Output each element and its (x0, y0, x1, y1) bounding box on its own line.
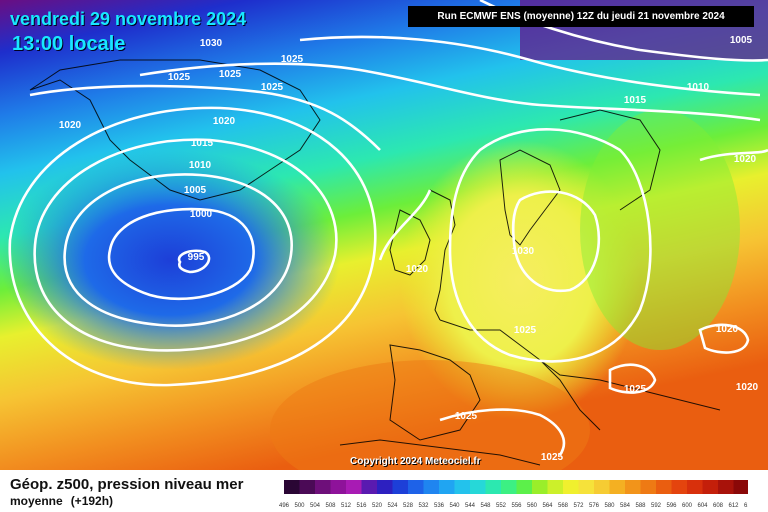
color-swatch (671, 480, 687, 494)
color-scale-tick: 512 (341, 503, 352, 509)
color-scale-tick: 520 (372, 503, 383, 509)
isobar-label: 1020 (716, 324, 739, 335)
color-swatch (625, 480, 641, 494)
color-swatch (454, 480, 470, 494)
isobar-label: 1010 (687, 82, 710, 93)
color-swatch (702, 480, 718, 494)
color-swatch (315, 480, 331, 494)
color-scale-tick: 532 (418, 503, 429, 509)
color-swatch (640, 480, 656, 494)
map-subtitle: moyenne (+192h) (10, 494, 113, 508)
color-swatch (733, 480, 748, 494)
color-swatch (485, 480, 501, 494)
isobar-label: 1010 (189, 160, 212, 171)
forecast-date: vendredi 29 novembre 2024 (10, 9, 247, 29)
isobar-label: 1025 (514, 325, 537, 336)
color-swatch (578, 480, 594, 494)
color-swatch (516, 480, 532, 494)
color-swatch (392, 480, 408, 494)
color-swatch (361, 480, 377, 494)
color-swatch (470, 480, 486, 494)
color-swatch (609, 480, 625, 494)
color-scale-tick: 556 (511, 503, 522, 509)
isobar-label: 1020 (213, 116, 236, 127)
color-scale-tick: 552 (496, 503, 507, 509)
color-swatch (594, 480, 610, 494)
isobar-label: 1025 (281, 54, 304, 65)
color-scale-tick: 504 (310, 503, 321, 509)
color-swatch (563, 480, 579, 494)
isobar-label: 995 (188, 252, 205, 263)
color-scale-tick: 540 (449, 503, 460, 509)
color-scale-tick: 580 (604, 503, 615, 509)
color-scale: 496 500 504 508 512 516 520 524 528 532 536 540 544 5… (279, 480, 748, 509)
color-scale-tick: 608 (713, 503, 724, 509)
isobar-label: 1025 (219, 69, 242, 80)
color-swatch (439, 480, 455, 494)
color-scale-tick: 612 (728, 503, 739, 509)
color-scale-tick: 516 (356, 503, 367, 509)
isobar-label: 1000 (190, 209, 213, 220)
forecast-time: 13:00 locale (12, 33, 126, 55)
run-info: Run ECMWF ENS (moyenne) 12Z du jeudi 21 … (408, 6, 754, 27)
color-scale-tick: 600 (682, 503, 693, 509)
color-swatch (299, 480, 315, 494)
map-title: Géop. z500, pression niveau mer (10, 476, 244, 493)
color-swatch (284, 480, 300, 494)
color-scale-tick: 584 (620, 503, 631, 509)
isobar-label: 1015 (624, 95, 647, 106)
isobar-label: 1020 (59, 120, 82, 131)
color-swatch (346, 480, 362, 494)
color-scale-tick: 544 (465, 503, 476, 509)
color-scale-tick: 548 (480, 503, 491, 509)
color-scale-tick: 524 (387, 503, 398, 509)
isobar-label: 1030 (512, 246, 535, 257)
isobar-label: 1020 (406, 264, 429, 275)
copyright: Copyright 2024 Meteociel.fr (350, 456, 481, 467)
isobars (8, 0, 768, 456)
isobar-label: 1025 (541, 452, 564, 463)
color-swatch (501, 480, 517, 494)
color-swatch (330, 480, 346, 494)
color-scale-tick: 560 (527, 503, 538, 509)
isobar-label: 1025 (455, 411, 478, 422)
color-scale-tick: 568 (558, 503, 569, 509)
color-scale-tick: 500 (294, 503, 305, 509)
isobar-label: 1005 (184, 185, 207, 196)
isobar-label: 1030 (200, 38, 223, 49)
isobar-label-group: 1030 1025 1025 1025 1025 1020 1020 1015 … (59, 35, 759, 463)
color-swatch (687, 480, 703, 494)
color-swatch (408, 480, 424, 494)
color-scale-tick: 592 (651, 503, 662, 509)
color-scale-tick: 564 (542, 503, 553, 509)
color-swatch (377, 480, 393, 494)
color-scale-tick: 616 (744, 503, 748, 509)
color-swatch (656, 480, 672, 494)
isobar-label: 1025 (624, 384, 647, 395)
isobar-label: 1015 (191, 138, 214, 149)
color-scale-tick: 576 (589, 503, 600, 509)
color-scale-tick: 572 (573, 503, 584, 509)
isobar-label: 1025 (168, 72, 191, 83)
isobar-label: 1005 (730, 35, 753, 46)
subtitle-mean: moyenne (10, 494, 63, 508)
color-scale-tick: 588 (635, 503, 646, 509)
isobar-label: 1020 (736, 382, 759, 393)
color-scale-tick: 496 (279, 503, 290, 509)
lead-time: (+192h) (70, 494, 114, 508)
color-scale-tick: 596 (666, 503, 677, 509)
isobar-label: 1025 (261, 82, 284, 93)
color-swatch (718, 480, 734, 494)
color-swatch (532, 480, 548, 494)
geopotential-map: 1030 1025 1025 1025 1025 1020 1020 1015 … (0, 0, 768, 470)
color-swatch (547, 480, 563, 494)
color-scale-tick: 508 (325, 503, 336, 509)
color-scale-tick: 604 (697, 503, 708, 509)
color-scale-tick: 536 (434, 503, 445, 509)
color-scale-tick: 528 (403, 503, 414, 509)
isobar-label: 1020 (734, 154, 757, 165)
color-swatch (423, 480, 439, 494)
